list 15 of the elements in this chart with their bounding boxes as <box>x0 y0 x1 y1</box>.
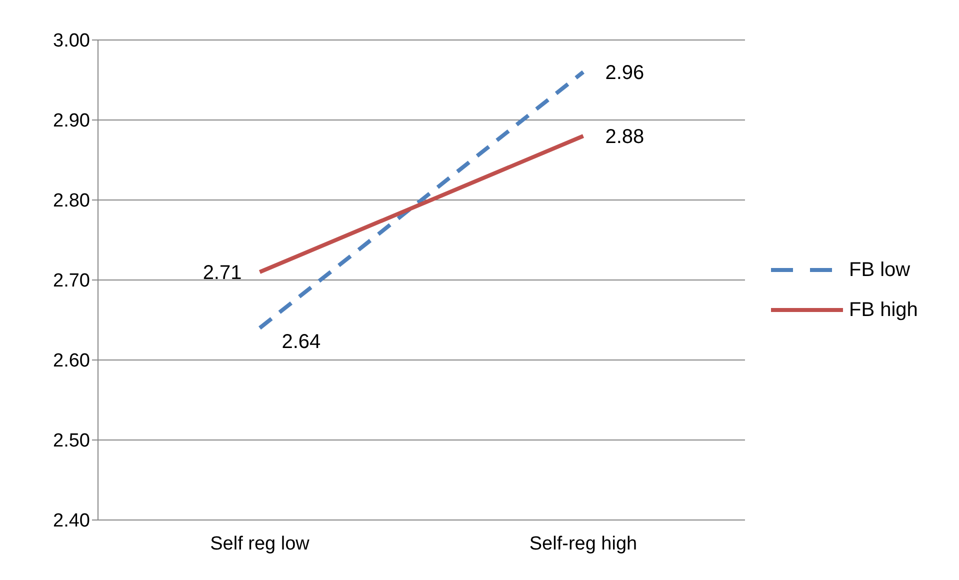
y-tick-label: 3.00 <box>53 30 90 52</box>
y-tick-label: 2.80 <box>53 190 90 212</box>
y-tick-label: 2.40 <box>53 510 90 532</box>
x-tick-label: Self-reg high <box>529 533 638 554</box>
legend-label: FB high <box>849 298 918 322</box>
data-label: 2.88 <box>605 126 644 148</box>
data-label: 2.64 <box>282 331 321 353</box>
x-tick-label: Self reg low <box>210 533 310 554</box>
y-tick-label: 2.90 <box>53 110 90 132</box>
data-label: 2.96 <box>605 62 644 84</box>
legend-label: FB low <box>849 258 910 282</box>
data-label: 2.71 <box>202 262 242 284</box>
y-tick-label: 2.60 <box>53 350 90 372</box>
y-tick-label: 2.50 <box>53 430 90 452</box>
y-tick-label: 2.70 <box>53 270 90 292</box>
